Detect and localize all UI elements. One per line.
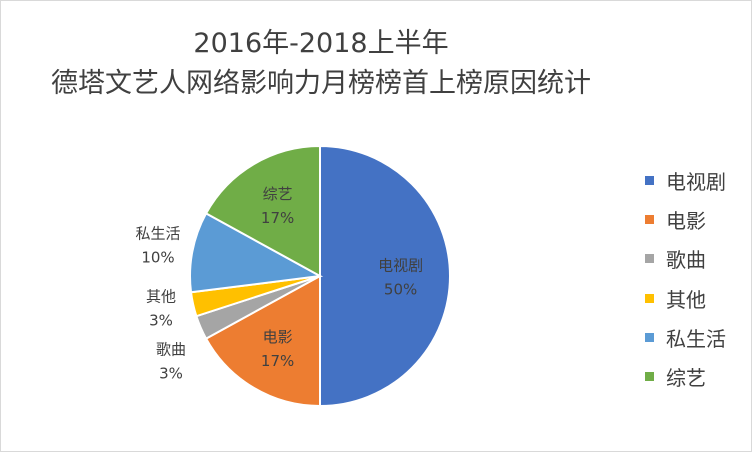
legend-swatch xyxy=(645,372,654,382)
data-label-name: 私生活 xyxy=(135,225,180,243)
legend-label: 私生活 xyxy=(666,326,726,351)
data-label-value: 50% xyxy=(384,281,417,299)
chart-subtitle: 德塔文艺人网络影响力月榜榜首上榜原因统计 xyxy=(51,68,591,99)
pie-slice xyxy=(319,144,451,408)
data-label-value: 17% xyxy=(261,209,294,227)
legend-swatch xyxy=(645,176,654,186)
legend-item: 私生活 xyxy=(645,318,726,357)
legend-swatch xyxy=(645,254,654,264)
legend: 电视剧电影歌曲其他私生活综艺 xyxy=(645,161,726,396)
pie-slice xyxy=(204,274,321,408)
legend-swatch xyxy=(645,215,654,225)
pie-slice xyxy=(204,144,321,278)
legend-item: 歌曲 xyxy=(645,239,726,278)
pie-slice xyxy=(189,212,324,294)
data-label-value: 17% xyxy=(261,352,294,370)
legend-item: 电影 xyxy=(645,200,726,239)
legend-label: 歌曲 xyxy=(666,248,706,273)
data-label-name: 歌曲 xyxy=(156,341,186,359)
legend-item: 综艺 xyxy=(645,357,726,396)
legend-label: 综艺 xyxy=(666,366,706,391)
data-label-name: 综艺 xyxy=(263,185,293,203)
legend-label: 电影 xyxy=(666,209,706,234)
data-label-value: 3% xyxy=(159,365,183,383)
data-label-value: 3% xyxy=(149,312,173,330)
data-label-value: 10% xyxy=(141,249,174,267)
data-label-name: 电影 xyxy=(263,328,293,346)
legend-item: 电视剧 xyxy=(645,161,726,200)
data-label-name: 电视剧 xyxy=(378,257,423,275)
chart-title: 2016年-2018上半年 xyxy=(193,28,449,59)
data-label-name: 其他 xyxy=(146,288,176,306)
legend-label: 其他 xyxy=(666,287,706,312)
legend-item: 其他 xyxy=(645,279,726,318)
legend-swatch xyxy=(645,332,654,342)
legend-label: 电视剧 xyxy=(666,170,726,195)
legend-swatch xyxy=(645,293,654,303)
